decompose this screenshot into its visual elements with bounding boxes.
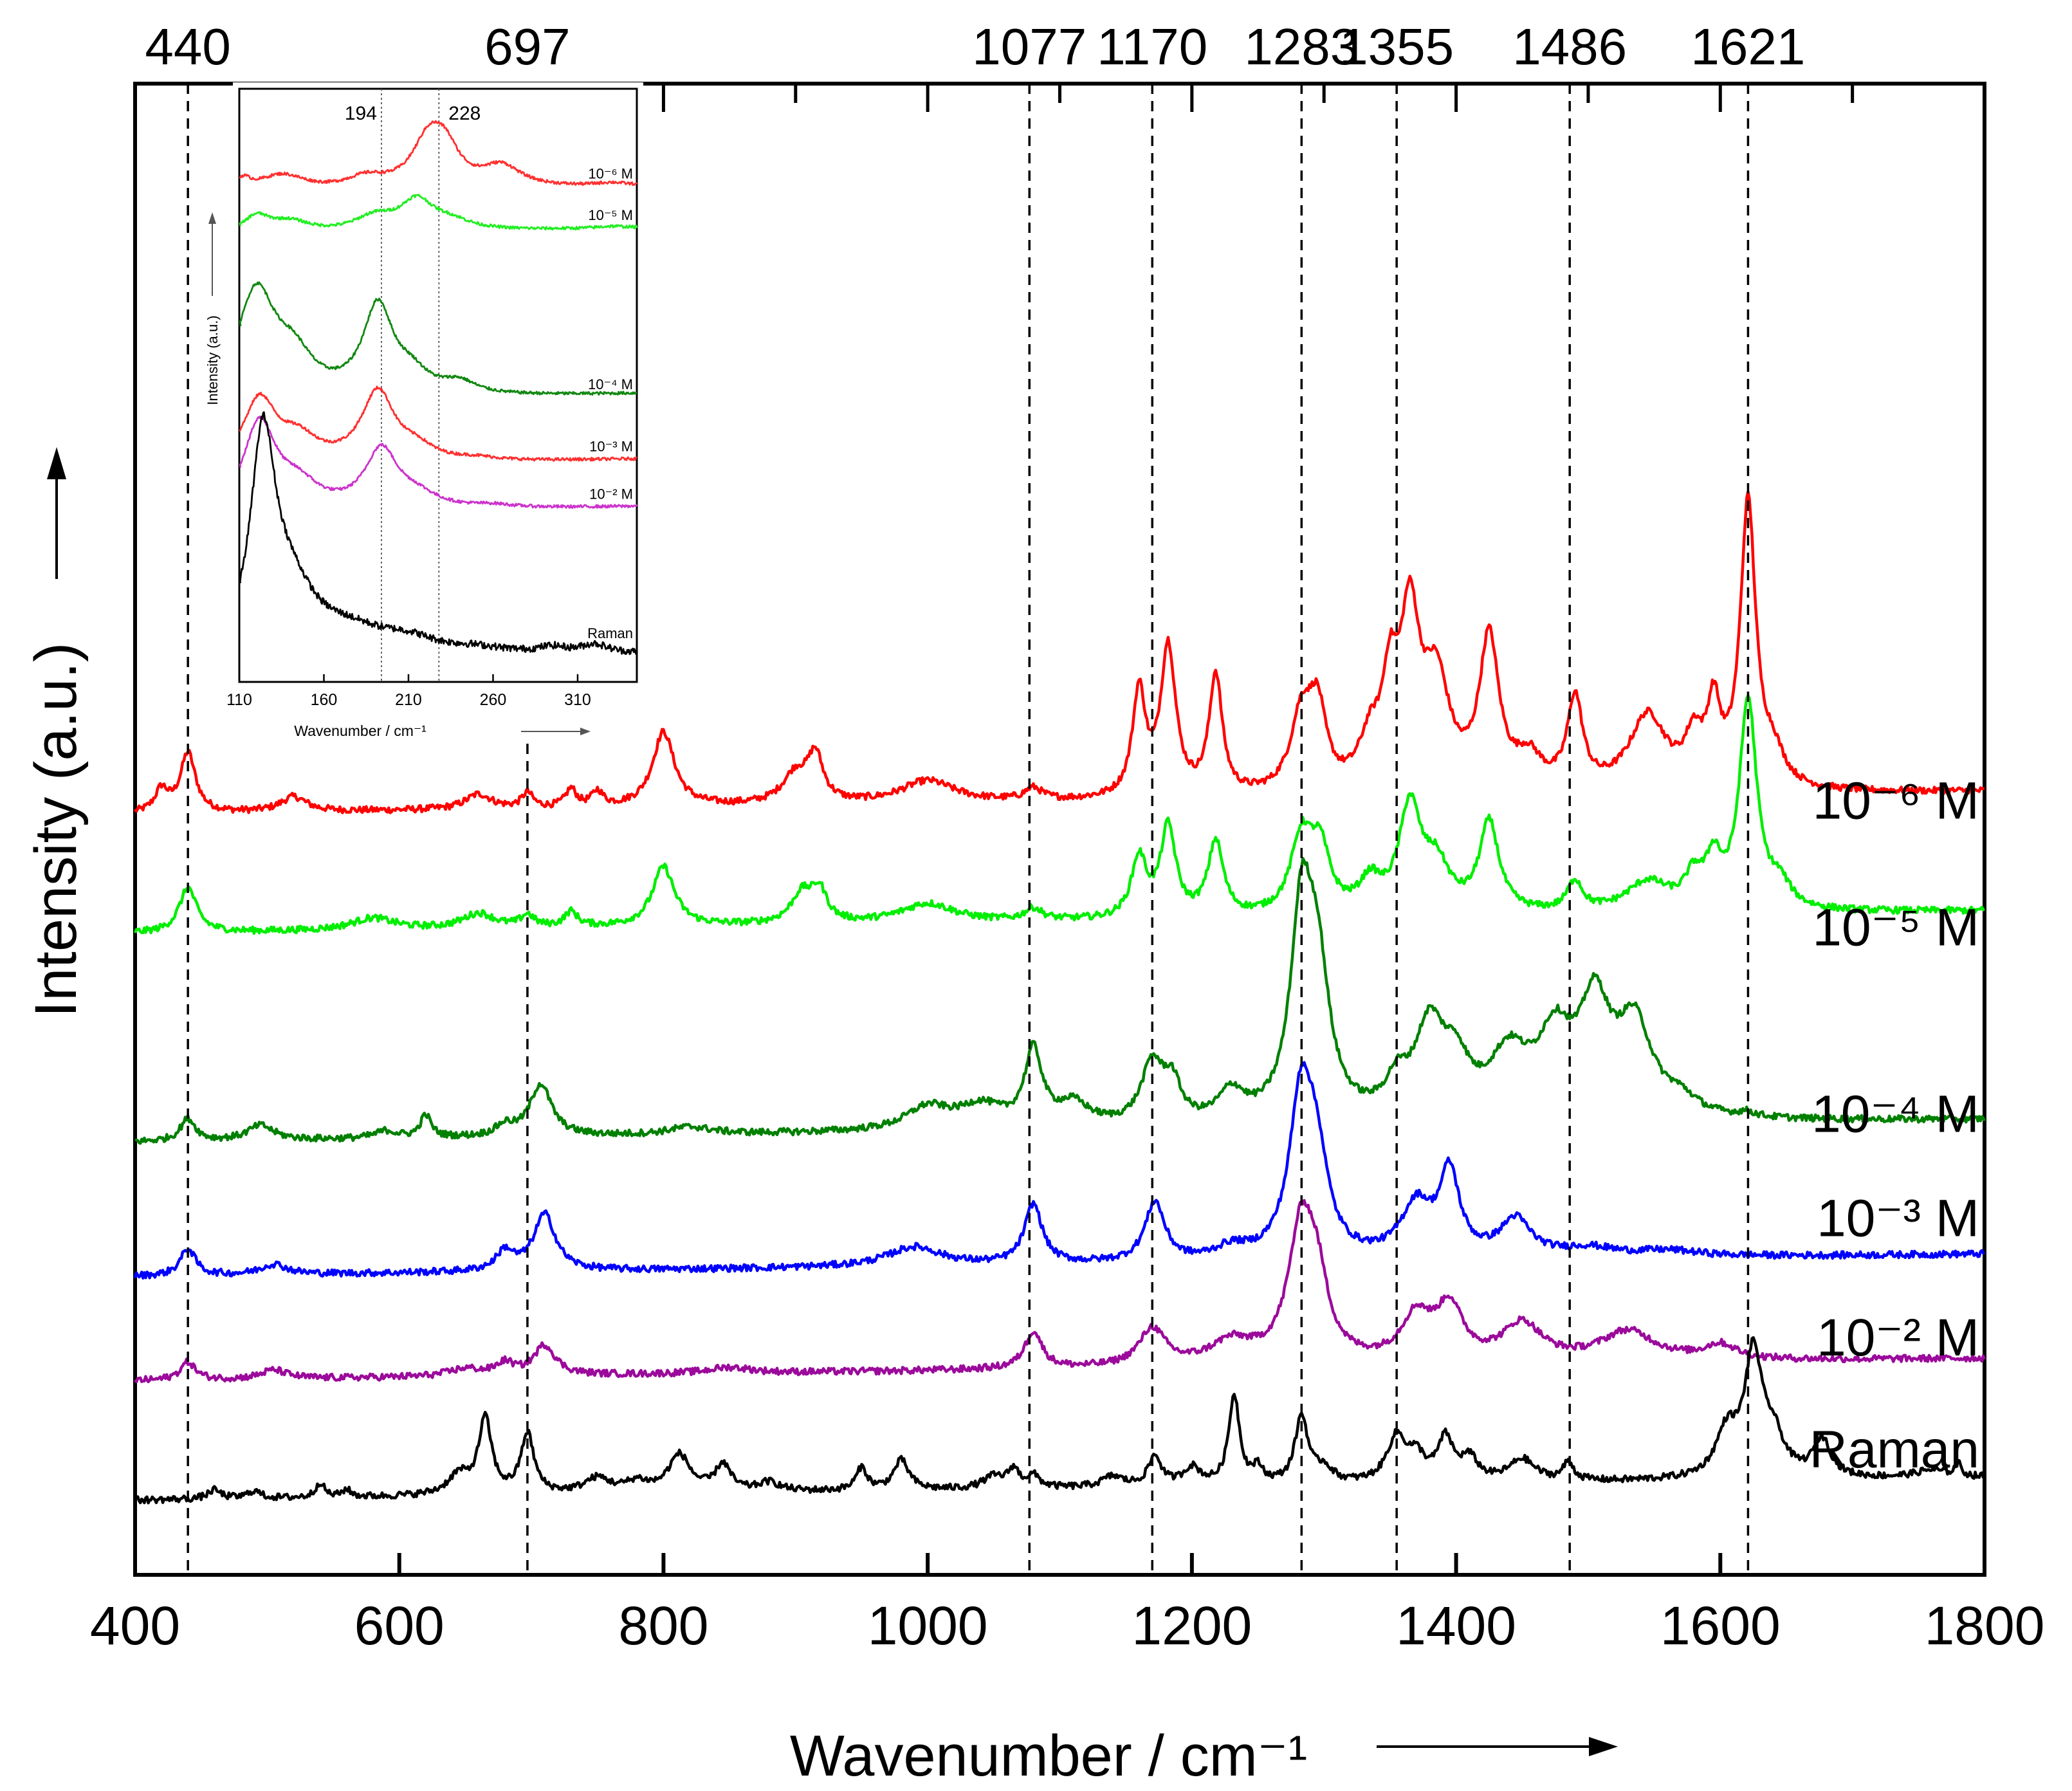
main-plot: 400 600 800 1000 1200 1400 1600 1800 10⁻⁶ M 10⁻⁵ … (23, 18, 2044, 1788)
peak-annotation: 440 (145, 18, 230, 75)
x-tick-label: 1600 (1660, 1595, 1781, 1656)
peak-annotation: 1355 (1339, 18, 1454, 75)
inset-series-label: 10⁻⁶ M (588, 166, 633, 182)
inset-series-label: Raman (587, 625, 633, 641)
series-line (134, 490, 1985, 814)
peak-annotation: 1621 (1691, 18, 1805, 75)
series-label: 10⁻³ M (1817, 1189, 1979, 1248)
series-label: 10⁻⁵ M (1812, 899, 1979, 957)
inset-y-axis-arrowhead (208, 212, 216, 224)
series-line (133, 1061, 1985, 1280)
inset-series-label: 10⁻² M (589, 486, 633, 502)
x-tick-label: 1400 (1396, 1595, 1516, 1656)
peak-annotation: 1170 (1097, 18, 1207, 75)
x-tick-label: 1800 (1925, 1595, 2045, 1656)
inset-plot: 110 160 210 260 310 194 228 10⁻⁶ M 10⁻⁵ M 10⁻⁴ M 1… (205, 82, 643, 740)
series-line (133, 1336, 1986, 1505)
inset-x-tick-label: 210 (395, 691, 422, 709)
x-axis-title: Wavenumber / cm⁻¹ (790, 1724, 1307, 1788)
peak-annotation: 1077 (972, 18, 1086, 75)
x-tick-label: 1000 (868, 1595, 988, 1656)
inset-x-tick-label: 260 (480, 691, 507, 709)
x-tick-label: 600 (354, 1595, 445, 1656)
inset-series-line (239, 416, 638, 510)
inset-x-tick-label: 160 (311, 691, 338, 709)
inset-series-line (239, 120, 638, 187)
series-line (133, 694, 1985, 935)
series-label: 10⁻⁶ M (1813, 772, 1979, 831)
series-line (134, 1199, 1986, 1384)
inset-series-line (239, 194, 638, 231)
inset-x-axis-arrowhead (580, 728, 591, 735)
inset-series-label: 10⁻⁵ M (588, 207, 633, 223)
inset-frame (238, 87, 638, 683)
inset-x-tick-label: 110 (226, 691, 252, 709)
inset-x-axis-title: Wavenumber / cm⁻¹ (294, 722, 426, 739)
y-axis-arrowhead (47, 447, 66, 479)
x-tick-label: 800 (618, 1595, 708, 1656)
inset-x-tick-label: 310 (564, 691, 591, 709)
inset-peak-annotation: 194 (345, 103, 377, 124)
series-label: 10⁻⁴ M (1811, 1085, 1979, 1143)
x-tick-label: 1200 (1132, 1595, 1252, 1656)
inset-background (233, 82, 643, 740)
series-line (134, 857, 1986, 1145)
inset-y-axis-title: Intensity (a.u.) (205, 315, 221, 405)
inset-series-line (239, 281, 637, 396)
inset-series-line (239, 411, 638, 656)
inset-series-label: 10⁻³ M (589, 439, 633, 455)
series-label: Raman (1810, 1420, 1979, 1479)
x-tick-label: 400 (90, 1595, 180, 1656)
series-label: 10⁻² M (1817, 1309, 1979, 1367)
peak-annotation: 1283 (1244, 18, 1359, 75)
x-axis-arrowhead (1589, 1737, 1618, 1756)
inset-series-line (239, 385, 637, 462)
inset-series-label: 10⁻⁴ M (588, 376, 633, 392)
y-axis-title: Intensity (a.u.) (23, 643, 89, 1018)
inset-peak-annotation: 228 (448, 103, 481, 124)
peak-annotation: 697 (484, 18, 570, 75)
peak-annotation: 1486 (1512, 18, 1627, 75)
